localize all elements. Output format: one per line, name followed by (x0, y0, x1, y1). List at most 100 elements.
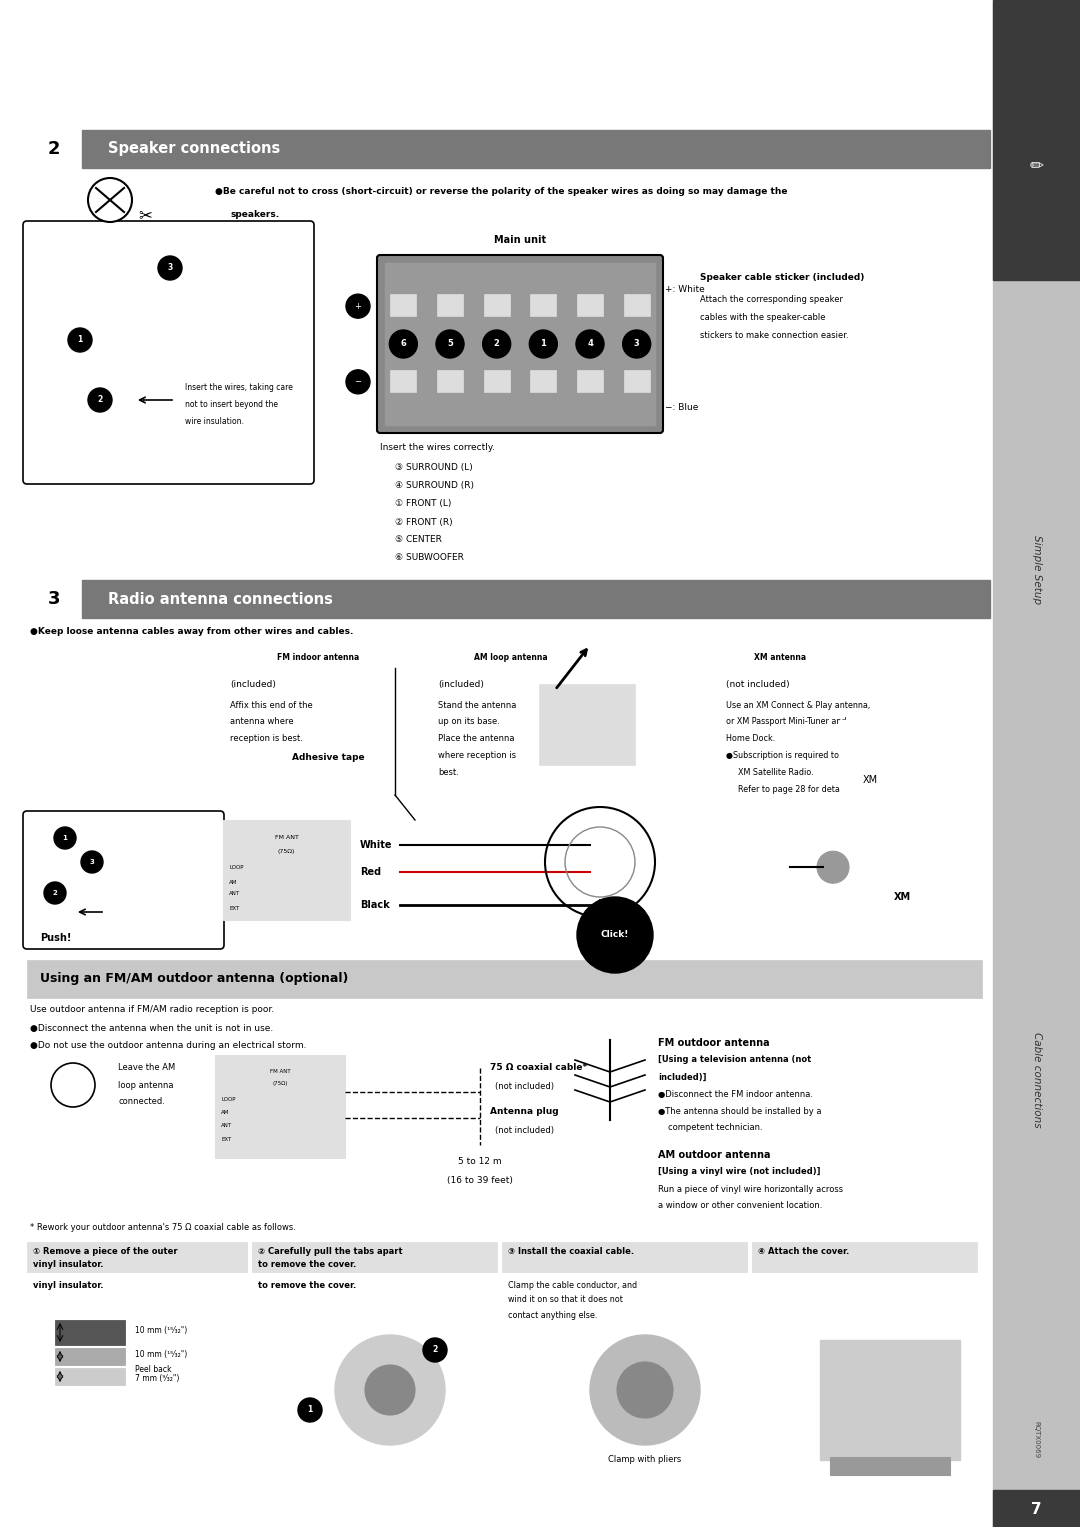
Circle shape (436, 330, 464, 357)
Text: ●Disconnect the antenna when the unit is not in use.: ●Disconnect the antenna when the unit is… (30, 1023, 273, 1032)
Text: ② FRONT (R): ② FRONT (R) (395, 518, 453, 527)
Text: Simple Setup: Simple Setup (1031, 536, 1041, 605)
Bar (530, 370, 556, 392)
Bar (540, 686, 635, 765)
Circle shape (346, 295, 370, 318)
Circle shape (529, 330, 557, 357)
Circle shape (389, 330, 417, 357)
Text: XM Satellite Radio.: XM Satellite Radio. (738, 768, 813, 777)
Bar (720, 647, 840, 667)
Text: 3: 3 (634, 339, 639, 348)
Text: LOOP: LOOP (221, 1096, 235, 1102)
Bar (55, 1319, 125, 1345)
Bar (215, 1055, 345, 1157)
Bar (27, 580, 82, 618)
Text: XM antenna: XM antenna (754, 654, 806, 663)
Bar (484, 370, 510, 392)
Text: competent technician.: competent technician. (669, 1124, 762, 1133)
Text: AM: AM (221, 1110, 229, 1115)
Text: 1: 1 (540, 339, 546, 348)
Circle shape (617, 1362, 673, 1419)
Text: Speaker connections: Speaker connections (108, 142, 280, 156)
Bar (55, 1348, 125, 1365)
Text: reception is best.: reception is best. (230, 734, 302, 744)
Bar (484, 295, 510, 316)
Text: (not included): (not included) (726, 681, 789, 690)
Text: 2: 2 (432, 1345, 437, 1354)
Text: LOOP: LOOP (229, 866, 243, 870)
Circle shape (81, 851, 103, 873)
Text: connected.: connected. (118, 1098, 165, 1107)
Text: EXT: EXT (221, 1138, 231, 1142)
Text: loop antenna: loop antenna (118, 1081, 174, 1089)
Text: 1: 1 (308, 1405, 312, 1414)
Text: +: White: +: White (665, 286, 705, 295)
FancyBboxPatch shape (377, 255, 663, 434)
Text: 6: 6 (401, 339, 406, 348)
Text: Main unit: Main unit (494, 235, 546, 244)
Text: Leave the AM: Leave the AM (118, 1063, 175, 1072)
Text: ANT: ANT (221, 1122, 232, 1127)
Text: ③ SURROUND (L): ③ SURROUND (L) (395, 464, 473, 472)
Text: XM: XM (863, 776, 878, 785)
Bar (437, 295, 463, 316)
Text: XM: XM (894, 892, 912, 902)
Text: 3: 3 (48, 589, 60, 608)
Text: Push!: Push! (40, 933, 71, 944)
Bar (845, 820, 960, 938)
Text: Speaker cable sticker (included): Speaker cable sticker (included) (700, 273, 864, 282)
Text: 75 Ω coaxial cable*: 75 Ω coaxial cable* (490, 1063, 588, 1072)
Text: RQTX0069: RQTX0069 (1034, 1422, 1039, 1458)
Circle shape (68, 328, 92, 353)
Circle shape (623, 330, 650, 357)
Bar (831, 1457, 950, 1475)
Text: 7: 7 (1031, 1503, 1042, 1518)
Circle shape (298, 1399, 322, 1422)
Text: [Using a vinyl wire (not included)]: [Using a vinyl wire (not included)] (658, 1168, 821, 1176)
Text: ●Do not use the outdoor antenna during an electrical storm.: ●Do not use the outdoor antenna during a… (30, 1041, 307, 1051)
Text: 5: 5 (447, 339, 453, 348)
Text: wind it on so that it does not: wind it on so that it does not (508, 1295, 623, 1304)
Text: a window or other convenient location.: a window or other convenient location. (658, 1202, 822, 1211)
Circle shape (577, 896, 653, 973)
Text: (not included): (not included) (495, 1081, 554, 1090)
Text: to remove the cover.: to remove the cover. (258, 1281, 356, 1289)
Text: Affix this end of the: Affix this end of the (230, 701, 313, 710)
Text: ③ Install the coaxial cable.: ③ Install the coaxial cable. (508, 1246, 634, 1255)
Text: +: + (354, 302, 362, 310)
Circle shape (87, 388, 112, 412)
Text: ✂: ✂ (138, 206, 152, 224)
Text: 3: 3 (90, 860, 94, 864)
Circle shape (54, 828, 76, 849)
Text: ●Be careful not to cross (short-circuit) or reverse the polarity of the speaker : ●Be careful not to cross (short-circuit)… (215, 188, 787, 197)
Text: Using an FM/AM outdoor antenna (optional): Using an FM/AM outdoor antenna (optional… (40, 973, 349, 985)
Bar (222, 820, 350, 919)
Text: Radio antenna connections: Radio antenna connections (108, 591, 333, 606)
Text: Place the antenna: Place the antenna (438, 734, 514, 744)
Text: 7 mm (⁹⁄₃₂"): 7 mm (⁹⁄₃₂") (135, 1373, 179, 1382)
Circle shape (483, 330, 511, 357)
Text: antenna where: antenna where (230, 718, 294, 727)
Text: 1: 1 (78, 336, 83, 345)
Text: ① Remove a piece of the outer: ① Remove a piece of the outer (33, 1246, 177, 1255)
Bar (502, 1241, 747, 1272)
FancyBboxPatch shape (23, 811, 224, 948)
Text: AM: AM (229, 880, 238, 884)
Bar (27, 960, 982, 999)
Text: up on its base.: up on its base. (438, 718, 500, 727)
Text: (included): (included) (230, 681, 275, 690)
Text: ④ Attach the cover.: ④ Attach the cover. (758, 1246, 849, 1255)
Circle shape (423, 1338, 447, 1362)
Text: Run a piece of vinyl wire horizontally across: Run a piece of vinyl wire horizontally a… (658, 1185, 843, 1194)
Bar (577, 370, 603, 392)
Text: (75Ω): (75Ω) (278, 849, 295, 855)
Circle shape (576, 330, 604, 357)
Text: Stand the antenna: Stand the antenna (438, 701, 516, 710)
Text: 1: 1 (63, 835, 67, 841)
Text: vinyl insulator.: vinyl insulator. (33, 1281, 104, 1289)
Text: not to insert beyond the: not to insert beyond the (185, 400, 278, 409)
Text: * Rework your outdoor antenna's 75 Ω coaxial cable as follows.: * Rework your outdoor antenna's 75 Ω coa… (30, 1223, 296, 1232)
Text: 2: 2 (48, 140, 60, 157)
Text: FM ANT: FM ANT (270, 1069, 291, 1073)
Text: stickers to make connection easier.: stickers to make connection easier. (700, 331, 849, 341)
